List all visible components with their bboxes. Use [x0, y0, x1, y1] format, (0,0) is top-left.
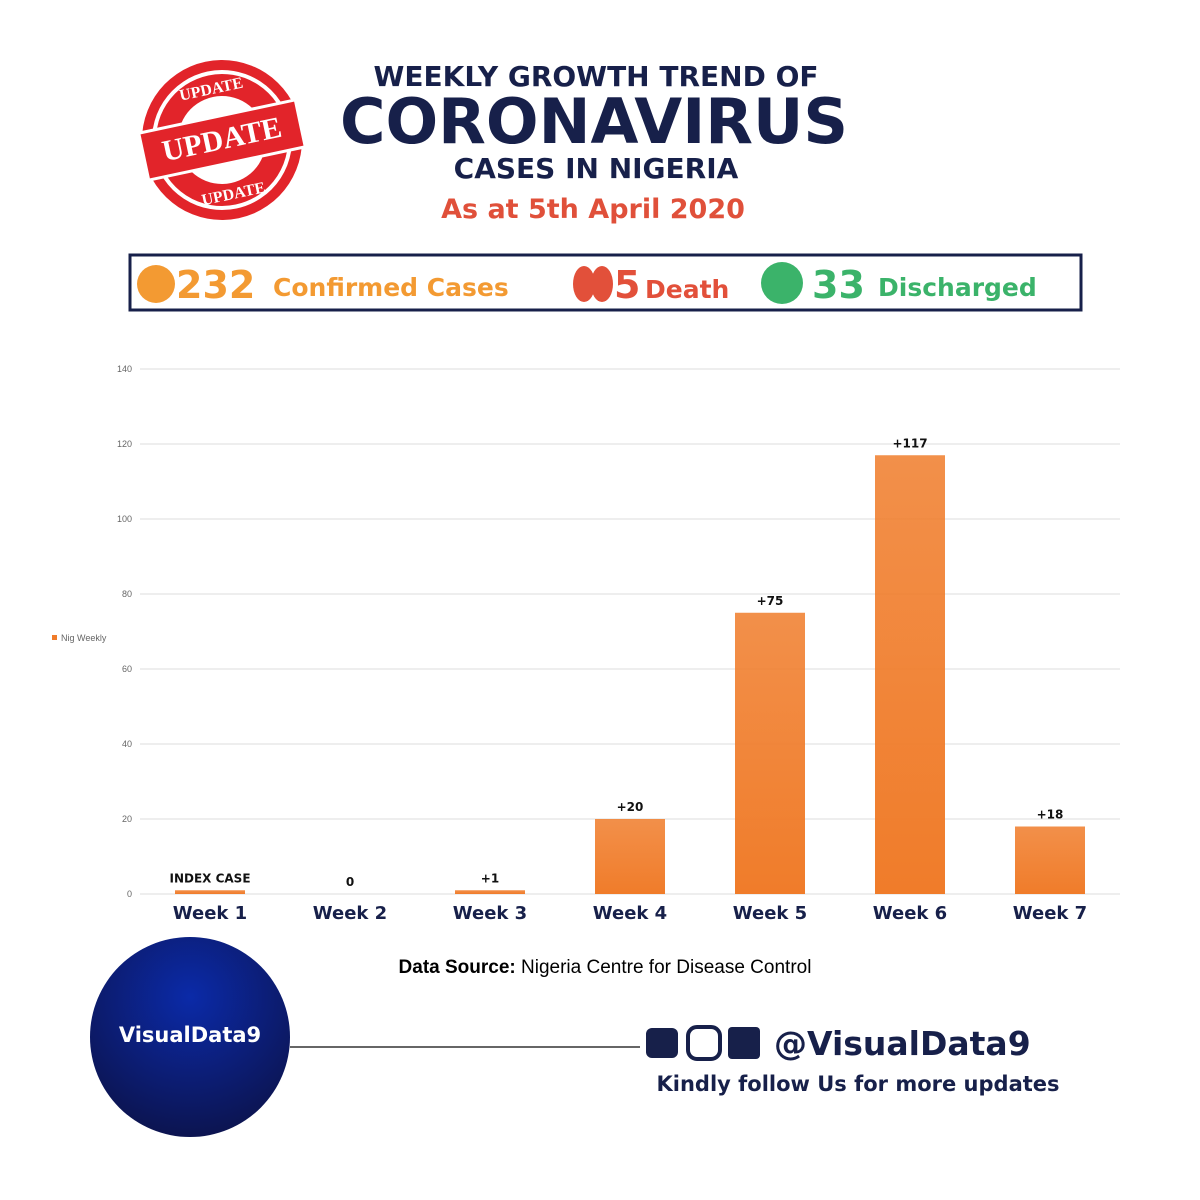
source-text: Nigeria Centre for Disease Control: [521, 957, 811, 978]
discharged-label: Discharged: [878, 273, 1037, 302]
instagram-icon: [686, 1025, 722, 1061]
y-tick-label: 0: [127, 889, 132, 899]
x-tick-label: Week 4: [593, 903, 667, 924]
value-label: +18: [1037, 808, 1064, 822]
legend-swatch: [52, 635, 57, 640]
bar: [175, 890, 245, 894]
value-label: 0: [346, 875, 354, 889]
y-tick-label: 60: [122, 664, 132, 674]
x-tick-label: Week 3: [453, 903, 527, 924]
value-label: +20: [617, 800, 644, 814]
bar: [595, 819, 665, 894]
date: As at 5th April 2020: [441, 194, 745, 225]
title-line: WEEKLY GROWTH TREND OF: [374, 60, 819, 93]
facebook-icon: [728, 1027, 760, 1059]
brand: VisualData9: [119, 1023, 261, 1047]
value-label: +1: [481, 871, 499, 885]
x-tick-label: Week 5: [733, 903, 807, 924]
y-tick-label: 140: [117, 364, 132, 374]
smile-icon: [761, 262, 803, 304]
confirmed-count: 232: [176, 263, 255, 307]
stamp: UPDATE UPDATE UPDATE: [136, 60, 308, 220]
bar: [455, 890, 525, 894]
value-label: +117: [892, 436, 927, 450]
x-tick-label: Week 2: [313, 903, 387, 924]
sad-icon: [137, 265, 175, 303]
x-tick-label: Week 6: [873, 903, 947, 924]
source: Data Source: Nigeria Centre for Disease …: [399, 957, 812, 978]
y-tick-label: 20: [122, 814, 132, 824]
twitter-icon: [646, 1028, 678, 1058]
feet-icon: [573, 266, 595, 302]
feet-icon: [591, 266, 613, 302]
tagline: Kindly follow Us for more updates: [656, 1072, 1059, 1096]
bar: [1015, 826, 1085, 894]
source-label: Data Source:: [399, 957, 516, 978]
x-tick-label: Week 7: [1013, 903, 1087, 924]
discharged-count: 33: [812, 263, 865, 307]
value-label: INDEX CASE: [169, 871, 250, 885]
y-tick-label: 80: [122, 589, 132, 599]
x-tick-label: Week 1: [173, 903, 247, 924]
y-tick-label: 100: [117, 514, 132, 524]
y-tick-label: 40: [122, 739, 132, 749]
title-line: CASES IN NIGERIA: [454, 152, 739, 185]
handle: @VisualData9: [774, 1024, 1031, 1063]
bar: [735, 612, 805, 894]
confirmed-label: Confirmed Cases: [273, 273, 509, 302]
brand-circle: [90, 937, 290, 1137]
chart: 0 20 40 60 80 100 120 140 Nig Weekly Week 1 INDEX …: [52, 364, 1120, 924]
value-label: +75: [757, 594, 784, 608]
title-main: CORONAVIRUS: [340, 85, 848, 158]
legend-label: Nig Weekly: [61, 633, 107, 643]
bar: [875, 455, 945, 894]
deaths-count: 5: [614, 263, 640, 307]
y-tick-label: 120: [117, 439, 132, 449]
deaths-label: Death: [645, 275, 729, 304]
